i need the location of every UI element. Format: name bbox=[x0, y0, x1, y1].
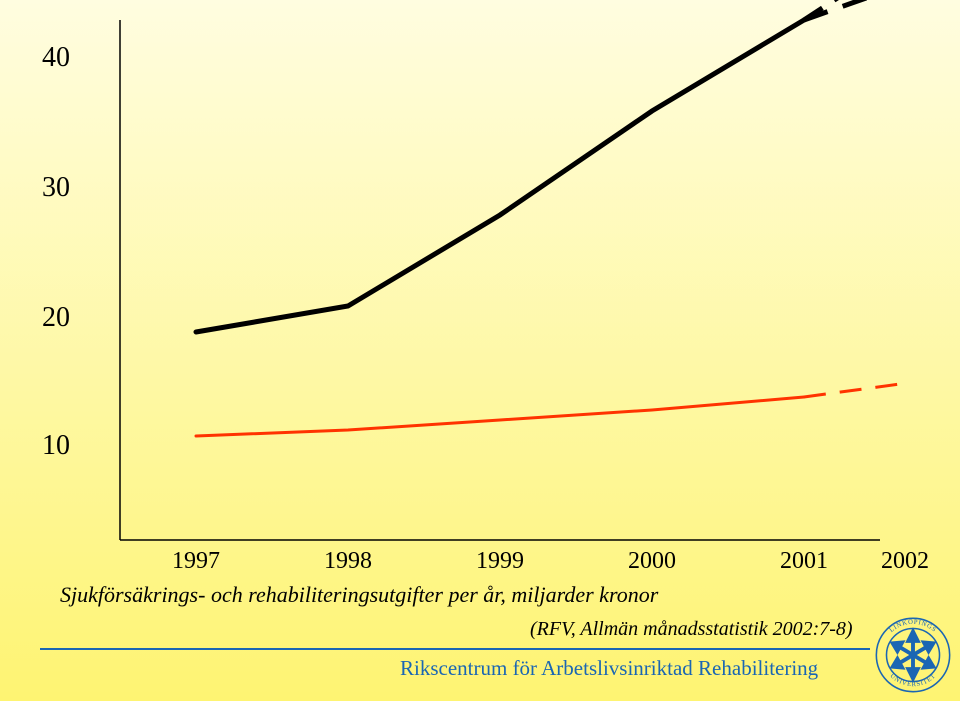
x-tick-1999: 1999 bbox=[460, 548, 540, 575]
x-tick-1998: 1998 bbox=[308, 548, 388, 575]
x-tick-2001: 2001 bbox=[764, 548, 844, 575]
university-logo: LINKÖPINGS UNIVERSITET bbox=[874, 616, 952, 694]
series-sjukforsakring-solid bbox=[196, 20, 804, 332]
chart-caption: Sjukförsäkrings- och rehabiliteringsutgi… bbox=[60, 582, 658, 608]
footer-divider bbox=[40, 648, 870, 650]
series-rehabilitering-solid bbox=[196, 397, 804, 436]
x-tick-2002: 2002 bbox=[870, 548, 940, 575]
footer-text: Rikscentrum för Arbetslivsinriktad Rehab… bbox=[400, 656, 818, 681]
x-tick-2000: 2000 bbox=[612, 548, 692, 575]
slide: 40 30 20 10 1997 1998 1999 2000 2001 200… bbox=[0, 0, 960, 701]
source-citation: (RFV, Allmän månadsstatistik 2002:7-8) bbox=[530, 618, 853, 641]
x-tick-1997: 1997 bbox=[156, 548, 236, 575]
series-rehabilitering-dashed bbox=[804, 384, 900, 397]
